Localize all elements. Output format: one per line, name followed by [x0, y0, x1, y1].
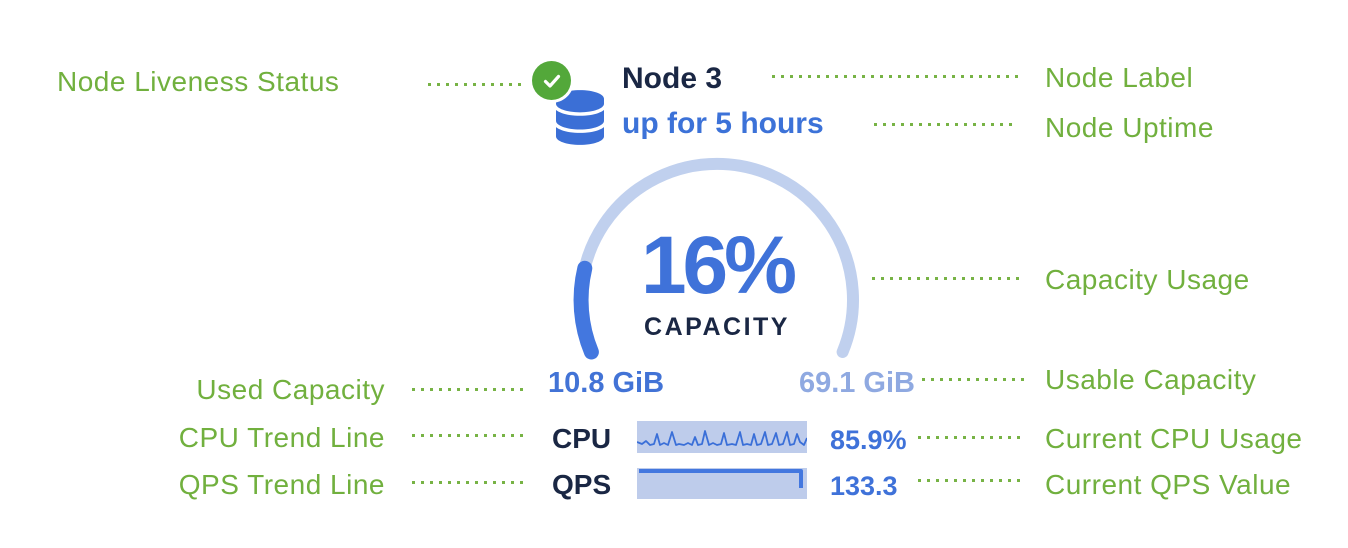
qps-value: 133.3	[830, 471, 898, 501]
leader-current-qps	[918, 479, 1024, 482]
annotation-qps-trend-line: QPS Trend Line	[178, 469, 385, 500]
capacity-percent: 16%	[640, 220, 797, 311]
annotation-node-uptime: Node Uptime	[1045, 112, 1214, 143]
cpu-value: 85.9%	[830, 425, 907, 455]
node-uptime-text: up for 5 hours	[622, 107, 824, 140]
annotation-node-liveness-status: Node Liveness Status	[57, 66, 340, 97]
node-label-text: Node 3	[622, 62, 723, 95]
database-icon	[556, 84, 604, 151]
node-liveness-badge	[532, 61, 571, 100]
leader-current-cpu	[918, 436, 1024, 439]
check-icon	[543, 74, 560, 88]
leader-qps-trend	[412, 481, 527, 484]
annotation-current-qps-value: Current QPS Value	[1045, 469, 1292, 500]
leader-node-uptime	[874, 123, 1018, 126]
cpu-trend-sparkline	[637, 421, 807, 453]
annotation-cpu-trend-line: CPU Trend Line	[178, 422, 385, 453]
cpu-spark-line	[637, 430, 807, 446]
usable-capacity-value: 69.1 GiB	[798, 367, 915, 399]
leader-usable-capacity	[922, 378, 1028, 381]
leader-capacity-usage	[872, 277, 1020, 280]
leader-cpu-trend	[412, 434, 527, 437]
qps-trend-sparkline	[637, 468, 807, 499]
annotation-current-cpu-usage: Current CPU Usage	[1045, 423, 1303, 454]
qps-trend-line	[639, 469, 803, 488]
qps-label: QPS	[552, 469, 612, 500]
annotation-capacity-usage: Capacity Usage	[1045, 264, 1250, 295]
capacity-caption: CAPACITY	[644, 313, 790, 341]
leader-node-liveness	[428, 83, 524, 86]
gauge-fill	[573, 260, 599, 360]
leader-node-label	[772, 75, 1018, 78]
annotation-used-capacity: Used Capacity	[196, 374, 385, 405]
annotation-usable-capacity: Usable Capacity	[1045, 364, 1257, 395]
annotation-node-label: Node Label	[1045, 62, 1194, 93]
cpu-label: CPU	[552, 423, 612, 454]
capacity-gauge	[573, 157, 859, 360]
leader-used-capacity	[412, 388, 527, 391]
used-capacity-value: 10.8 GiB	[548, 367, 665, 399]
